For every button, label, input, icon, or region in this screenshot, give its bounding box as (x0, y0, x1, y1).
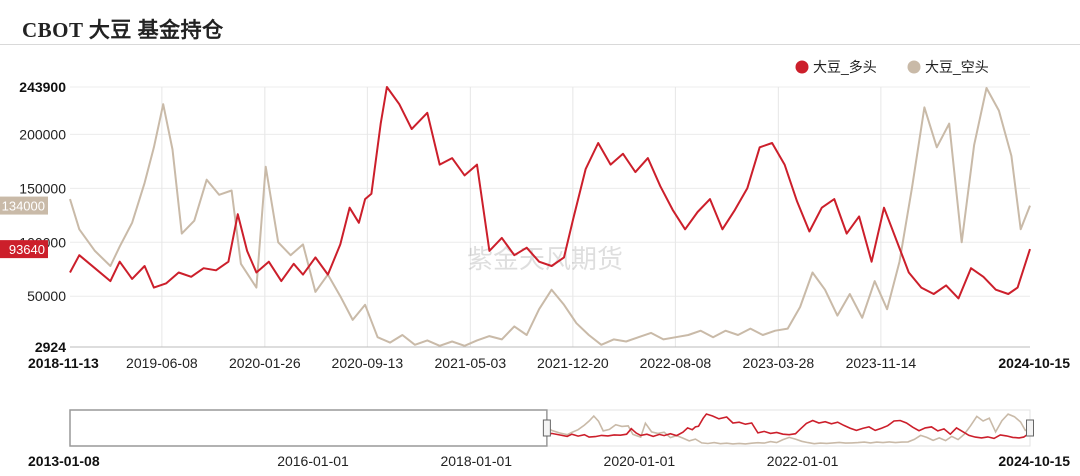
legend-label: 大豆_空头 (925, 59, 989, 75)
navigator-tick-label: 2018-01-01 (440, 453, 512, 469)
last-value-label: 93640 (9, 242, 45, 257)
legend-marker (907, 60, 921, 74)
y-tick-label: 243900 (19, 79, 66, 95)
last-value-badge (0, 196, 48, 215)
x-tick-label: 2020-01-26 (229, 355, 301, 371)
x-tick-label: 2022-08-08 (640, 355, 712, 371)
navigator-tick-label: 2016-01-01 (277, 453, 349, 469)
x-tick-label: 2023-03-28 (743, 355, 815, 371)
navigator-series-line (546, 413, 1031, 445)
last-value-badge (0, 240, 48, 259)
navigator-tick-label: 2024-10-15 (998, 453, 1070, 469)
navigator-left-handle[interactable] (542, 419, 551, 437)
y-tick-label: 50000 (27, 288, 66, 304)
x-tick-label: 2021-05-03 (435, 355, 507, 371)
last-value-label: 134000 (2, 199, 45, 214)
range-navigator[interactable]: 2013-01-08 2016-01-01 2018-01-01 2020-01-01… (28, 409, 1070, 469)
navigator-series-line (546, 413, 1031, 440)
series-line-short (69, 87, 1031, 347)
legend-label: 大豆_多头 (813, 59, 877, 75)
y-axis-ticks: 243900200000150000100000500002924 (19, 79, 66, 355)
x-tick-label: 2023-11-14 (846, 355, 917, 371)
legend[interactable]: 大豆_多头 大豆_空头 (795, 59, 989, 75)
navigator-tick-label: 2022-01-01 (767, 453, 839, 469)
watermark: 紫金天风期货 (467, 244, 623, 274)
navigator-tick-label: 2013-01-08 (28, 453, 100, 469)
last-value-badges: 93640 134000 (0, 196, 48, 259)
y-tick-label: 200000 (19, 126, 66, 142)
series-line-long (69, 86, 1031, 300)
y-tick-label: 2924 (35, 339, 66, 355)
x-tick-label: 2024-10-15 (998, 355, 1070, 371)
series-lines (69, 86, 1031, 347)
navigator-tick-label: 2020-01-01 (604, 453, 676, 469)
navigator-right-handle[interactable] (1026, 419, 1034, 437)
x-tick-label: 2020-09-13 (332, 355, 404, 371)
y-tick-label: 150000 (19, 180, 66, 196)
chart-title: CBOT 大豆 基金持仓 (22, 18, 224, 42)
navigator-unselected-mask (69, 409, 548, 447)
legend-marker (795, 60, 809, 74)
x-axis-ticks: 2018-11-13 2019-06-08 2020-01-26 2020-09-13… (28, 355, 1070, 371)
x-tick-label: 2021-12-20 (537, 355, 609, 371)
x-tick-label: 2019-06-08 (126, 355, 198, 371)
x-tick-label: 2018-11-13 (28, 355, 99, 371)
title-divider (0, 44, 1080, 45)
